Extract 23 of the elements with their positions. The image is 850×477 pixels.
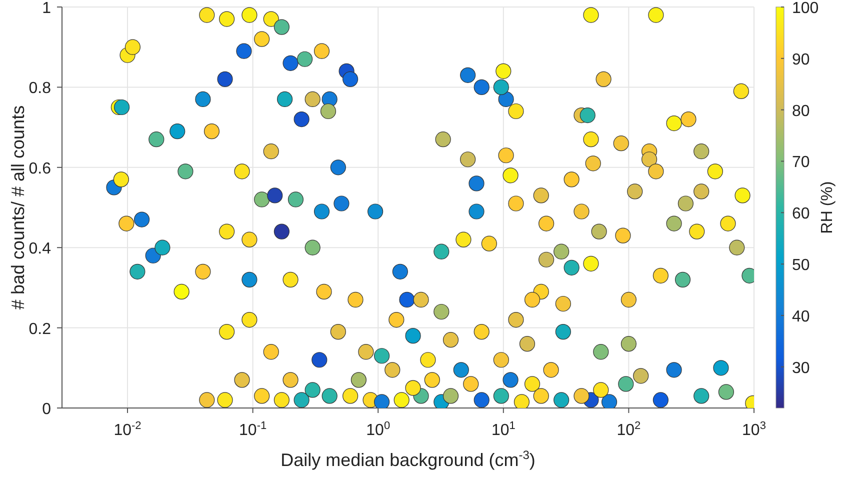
y-tick-label: 0.4 (28, 240, 52, 258)
y-tick-label: 0 (42, 401, 52, 418)
y-axis-title: # bad counts/ # all counts (8, 105, 28, 310)
x-tick-label: 10$^{-2}$ (114, 420, 142, 439)
y-tick-label: 0.2 (28, 320, 52, 338)
x-tick-label: 10$^{0}$ (366, 420, 390, 439)
x-tick-label: 10$^{3}$ (742, 420, 766, 439)
x-axis-title: Daily median background (cm$^{-3}$) (280, 448, 536, 470)
y-tick-label: 0.6 (28, 160, 52, 178)
x-tick-label: 10$^{-1}$ (239, 420, 267, 439)
x-tick-label: 10$^{1}$ (491, 420, 516, 439)
color-bar-title: RH (%) (819, 181, 836, 234)
y-tick-label: 1 (42, 0, 52, 17)
color-bar-label: 60 (792, 206, 810, 223)
color-bar-label: 50 (792, 257, 810, 274)
color-bar-label: 90 (792, 51, 810, 68)
color-bar-label: 70 (792, 154, 810, 172)
color-bar-label: 80 (792, 102, 810, 120)
color-bar-label: 40 (792, 308, 810, 326)
color-bar-label: 100 (792, 0, 819, 17)
y-tick-label: 0.8 (28, 80, 52, 98)
x-tick-label: 10$^{2}$ (616, 420, 641, 439)
color-bar-label: 30 (792, 360, 810, 377)
